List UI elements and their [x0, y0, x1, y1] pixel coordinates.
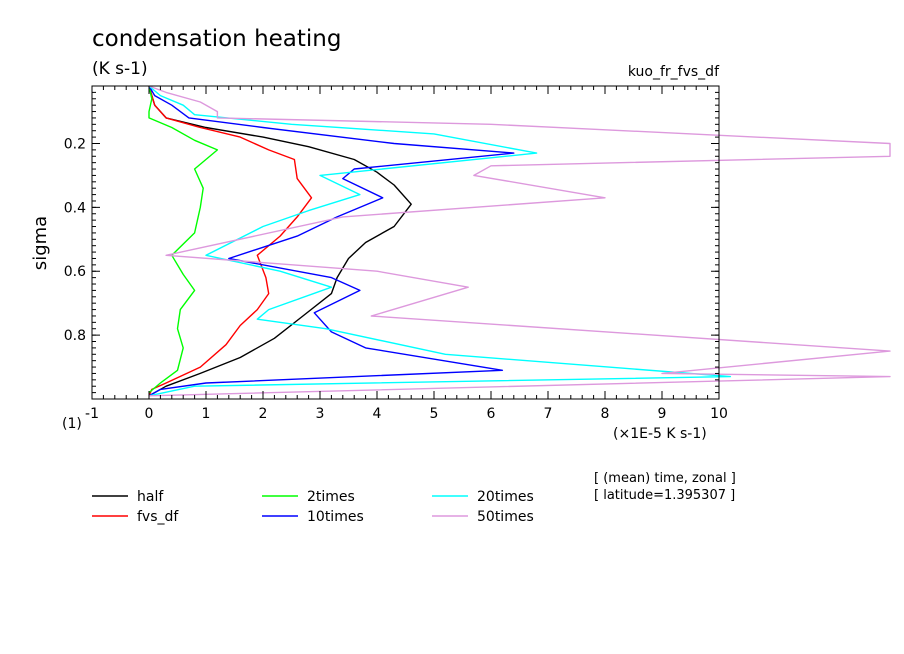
series-line-10times [148, 85, 515, 397]
series-line-half [148, 85, 412, 397]
y-tick-label: 0.4 [64, 200, 86, 216]
x-tick-label: 6 [487, 406, 496, 422]
legend: half fvs_df 2times 10times 20times 50times [92, 489, 534, 525]
legend-label: 2times [307, 489, 355, 505]
legend-label: 10times [307, 509, 364, 525]
legend-label: fvs_df [137, 509, 179, 525]
y-tick-label: 0.6 [64, 264, 86, 280]
x-tick-label: 4 [373, 406, 382, 422]
legend-label: half [137, 489, 164, 505]
legend-label: 20times [477, 489, 534, 505]
note-line-2: [ latitude=1.395307 ] [594, 488, 735, 503]
x-tick-label: 3 [316, 406, 325, 422]
x-tick-label: 5 [430, 406, 439, 422]
plot-frame [91, 85, 720, 400]
run-label: kuo_fr_fvs_df [628, 64, 720, 80]
series-line-fvs_df [148, 85, 313, 397]
x-axis-ticks: -1 0 1 2 3 4 5 6 7 8 9 10 [85, 86, 728, 422]
legend-label: 50times [477, 509, 534, 525]
x-tick-label: 9 [658, 406, 667, 422]
x-tick-label: 2 [259, 406, 268, 422]
x-tick-label: 0 [145, 406, 154, 422]
x-tick-label: 8 [601, 406, 610, 422]
chart-title: condensation heating [92, 26, 341, 52]
y-tick-label: 0.8 [64, 328, 86, 344]
y-axis-label: sigma [30, 216, 51, 270]
series-line-50times [148, 85, 891, 397]
series-layer [148, 85, 891, 397]
corner-label: (1) [62, 416, 82, 432]
y-tick-label: 0.2 [64, 136, 86, 152]
x-axis-units: (×1E-5 K s-1) [613, 426, 707, 442]
series-line-2times [148, 85, 219, 394]
y-axis-ticks: 0.2 0.4 0.6 0.8 [64, 85, 719, 400]
chart-units: (K s-1) [92, 59, 148, 79]
x-tick-label: -1 [85, 406, 99, 422]
x-tick-label: 1 [202, 406, 211, 422]
note-line-1: [ (mean) time, zonal ] [594, 471, 736, 486]
x-tick-label: 10 [710, 406, 728, 422]
x-tick-label: 7 [544, 406, 553, 422]
